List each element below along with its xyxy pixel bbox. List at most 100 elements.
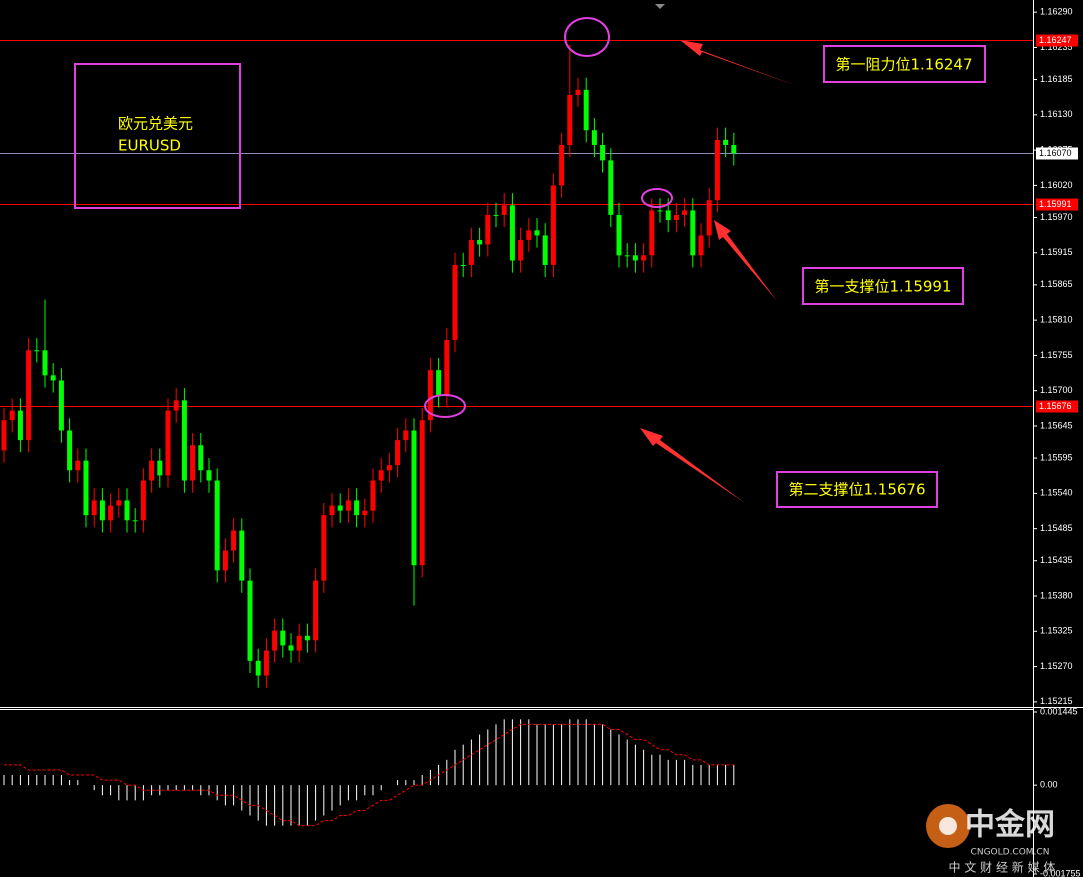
annotation-box: [802, 267, 964, 305]
candle-body: [354, 500, 360, 516]
candle-body: [723, 139, 729, 145]
highlight-circle: [564, 17, 610, 57]
candle-body: [444, 340, 450, 396]
candle-body: [206, 470, 212, 481]
candle-body: [493, 214, 499, 216]
candle-body: [509, 205, 515, 261]
candle-body: [657, 210, 663, 212]
level-label-box: [1036, 400, 1078, 413]
y-tick-label: 1.15215: [1040, 696, 1073, 706]
y-tick-label: 1.15435: [1040, 555, 1073, 565]
level-label-box: [1036, 34, 1078, 47]
y-tick-label: -0.001755: [1040, 868, 1081, 877]
annotation-box: [823, 45, 986, 83]
annotation: 第一阻力位1.16247: [835, 56, 972, 74]
candle-body: [157, 460, 163, 476]
candle-body: [83, 460, 89, 516]
candle-body: [526, 230, 532, 240]
candle-body: [140, 480, 146, 521]
shift-marker: [655, 4, 665, 9]
y-tick-label: 1.15270: [1040, 661, 1073, 671]
candle-body: [149, 460, 155, 481]
candle-body: [411, 430, 417, 566]
y-tick-label: 0.00: [1040, 780, 1058, 790]
candle-body: [436, 370, 442, 396]
candle-body: [329, 505, 335, 516]
candle-body: [345, 500, 351, 511]
candle-body: [108, 505, 114, 521]
y-tick-label: 0.001445: [1040, 706, 1078, 716]
candle-body: [9, 410, 15, 421]
candle-body: [706, 200, 712, 236]
candle-body: [395, 440, 401, 466]
y-tick-label: 1.16185: [1040, 74, 1073, 84]
candle-body: [616, 214, 622, 256]
y-tick-label: 1.15915: [1040, 247, 1073, 257]
annotation-box: [776, 471, 938, 508]
y-tick-label: 1.16130: [1040, 109, 1073, 119]
candle-body: [165, 410, 171, 476]
candle-body: [665, 210, 671, 221]
arrow: [640, 428, 745, 503]
candle-body: [337, 505, 343, 511]
candle-body: [386, 465, 392, 471]
candle-body: [591, 130, 597, 145]
annotation: 第二支撑位1.15676: [788, 481, 925, 499]
candle-body: [583, 89, 589, 131]
candle-body: [91, 500, 97, 516]
candle-body: [559, 144, 565, 186]
symbol: EURUSD: [118, 137, 181, 155]
level-label: 1.15676: [1039, 401, 1072, 411]
candle-body: [641, 255, 647, 261]
candle-body: [263, 650, 269, 676]
candle-body: [649, 210, 655, 256]
candle-body: [632, 255, 638, 261]
y-tick-label: 1.15865: [1040, 279, 1073, 289]
candle-body: [50, 375, 56, 381]
candle-body: [239, 530, 245, 581]
y-tick-label: 1.15325: [1040, 626, 1073, 636]
level-label-box: [1036, 147, 1078, 160]
y-tick-label: 1.16020: [1040, 180, 1073, 190]
y-tick-label: 1.16235: [1040, 42, 1073, 52]
candle-body: [501, 205, 507, 215]
symbol-name: 欧元兑美元: [118, 115, 193, 133]
candle-body: [690, 210, 696, 256]
candle-body: [26, 350, 32, 441]
candle-body: [624, 255, 630, 257]
candle-body: [296, 635, 302, 651]
candle-body: [534, 230, 540, 236]
candle-body: [247, 580, 253, 661]
candle-body: [714, 139, 720, 201]
candle-body: [173, 400, 179, 411]
candle-body: [600, 144, 606, 161]
candle-body: [313, 580, 319, 641]
watermark-logo: [939, 817, 957, 835]
candle-body: [304, 635, 310, 641]
y-tick-label: 1.15485: [1040, 523, 1073, 533]
candle-body: [673, 214, 679, 221]
level-label: 1.16247: [1039, 35, 1072, 45]
candle-body: [468, 239, 474, 265]
arrows: [640, 40, 797, 503]
candle-body: [419, 420, 425, 566]
candle-body: [198, 445, 204, 471]
candle-body: [124, 500, 130, 521]
y-tick-label: 1.15755: [1040, 350, 1073, 360]
signal-line: [4, 723, 734, 827]
candle-body: [272, 630, 278, 651]
candle-body: [231, 530, 237, 551]
candle-body: [116, 500, 122, 506]
level-label: 1.16070: [1039, 148, 1072, 158]
candle-body: [190, 445, 196, 481]
candle-body: [75, 460, 81, 471]
candle-body: [255, 660, 261, 676]
candle-body: [460, 264, 466, 266]
candle-body: [567, 94, 573, 145]
candle-body: [181, 400, 187, 481]
plot-area: 1.162901.162351.161851.161301.160751.160…: [0, 7, 1081, 877]
candle-body: [731, 144, 737, 154]
candle-body: [485, 214, 491, 245]
